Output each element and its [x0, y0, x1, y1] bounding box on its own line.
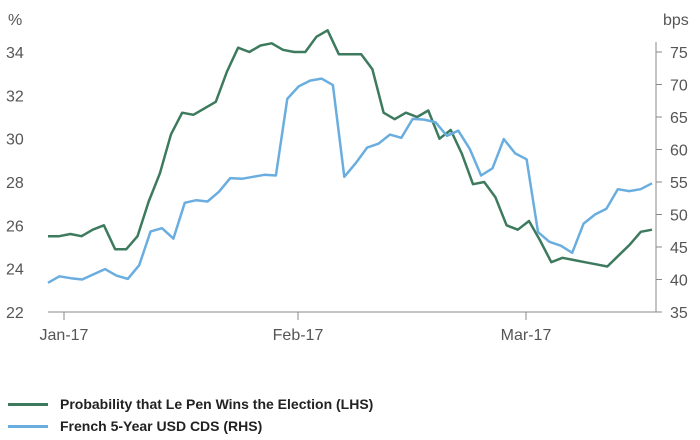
- left-tick-label: 32: [6, 88, 24, 105]
- left-axis-ticks: 22 24 26 28 30 32 34: [6, 45, 24, 322]
- series-line-lepen-probability: [48, 29, 653, 268]
- right-tick-label: 65: [670, 110, 688, 127]
- x-tick-label: Feb-17: [273, 327, 324, 344]
- right-tick-label: 45: [670, 240, 688, 257]
- right-axis-ticks: 35 40 45 50 55 60 65 70 75: [656, 45, 688, 322]
- left-tick-label: 28: [6, 175, 24, 192]
- legend: Probability that Le Pen Wins the Electio…: [8, 393, 373, 437]
- legend-label-lepen: Probability that Le Pen Wins the Electio…: [60, 396, 374, 412]
- left-tick-label: 30: [6, 132, 24, 149]
- right-unit-label: bps: [663, 12, 689, 29]
- legend-swatch-lepen: [8, 402, 48, 406]
- legend-item-lepen: Probability that Le Pen Wins the Electio…: [8, 393, 373, 415]
- right-tick-label: 40: [670, 273, 688, 290]
- right-tick-label: 60: [670, 143, 688, 160]
- x-tick-label: Mar-17: [501, 327, 552, 344]
- right-tick-label: 50: [670, 208, 688, 225]
- series-line-french-cds: [47, 77, 653, 284]
- left-tick-label: 24: [6, 262, 24, 279]
- right-tick-label: 55: [670, 175, 688, 192]
- left-axis-unit: %: [8, 12, 22, 29]
- x-axis-ticks: Jan-17 Feb-17 Mar-17: [40, 312, 552, 344]
- left-tick-label: 26: [6, 218, 24, 235]
- left-tick-label: 34: [6, 45, 24, 62]
- x-tick-label: Jan-17: [40, 327, 89, 344]
- legend-item-cds: French 5-Year USD CDS (RHS): [8, 415, 373, 437]
- legend-swatch-cds: [8, 424, 48, 428]
- legend-label-cds: French 5-Year USD CDS (RHS): [60, 418, 263, 434]
- right-axis-unit: bps: [663, 12, 689, 29]
- left-tick-label: 22: [6, 305, 24, 322]
- right-tick-label: 70: [670, 78, 688, 95]
- right-tick-label: 75: [670, 45, 688, 62]
- right-tick-label: 35: [670, 305, 688, 322]
- left-unit-label: %: [8, 12, 22, 29]
- series-layer: [47, 29, 653, 284]
